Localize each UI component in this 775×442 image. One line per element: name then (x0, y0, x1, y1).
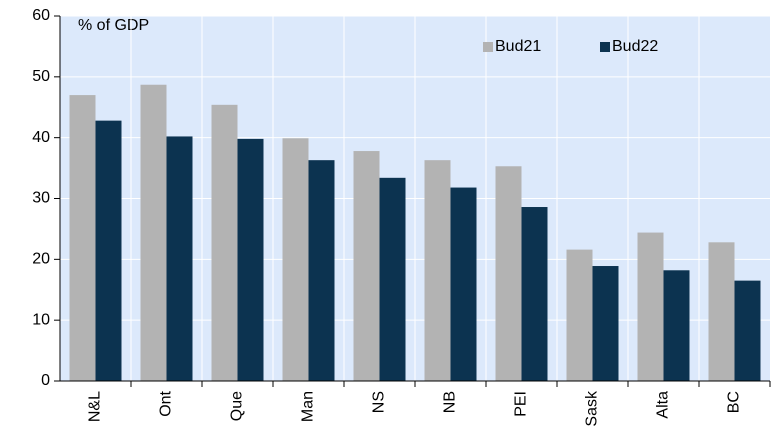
x-tick-label: Sask (584, 390, 601, 427)
bar (734, 280, 761, 381)
y-tick-label: 50 (32, 68, 50, 85)
bar (450, 187, 477, 381)
bar (424, 160, 451, 381)
y-tick-label: 60 (32, 7, 50, 24)
legend-label: Bud22 (612, 38, 658, 55)
bar (282, 138, 309, 381)
x-tick-label: PEI (513, 391, 530, 417)
bar (592, 266, 619, 381)
bar (708, 242, 735, 381)
x-tick-label: BC (726, 391, 743, 413)
y-tick-label: 10 (32, 311, 50, 328)
x-tick-label: NB (442, 391, 459, 413)
bar (637, 232, 664, 381)
y-tick-label: 40 (32, 129, 50, 146)
bar (379, 177, 406, 381)
y-axis-label: % of GDP (78, 17, 149, 34)
legend-swatch (600, 42, 610, 52)
bar (566, 249, 593, 381)
bar (69, 95, 96, 381)
bar (663, 270, 690, 381)
bar (211, 104, 238, 382)
bar (308, 160, 335, 381)
bar (495, 166, 522, 381)
x-tick-label: Man (300, 391, 317, 422)
y-tick-label: 30 (32, 190, 50, 207)
bar (521, 207, 548, 381)
legend-label: Bud21 (495, 38, 541, 55)
y-tick-label: 0 (41, 372, 50, 389)
x-tick-label: Alta (655, 391, 672, 419)
x-tick-label: Que (229, 391, 246, 421)
x-tick-label: Ont (158, 390, 175, 416)
legend-swatch (483, 42, 493, 52)
bar (95, 120, 122, 381)
x-tick-label: N&L (87, 391, 104, 422)
bar (140, 84, 167, 381)
x-tick-label: NS (371, 391, 388, 413)
y-tick-label: 20 (32, 251, 50, 268)
bar (237, 138, 264, 381)
bar (353, 151, 380, 381)
bar (166, 136, 193, 381)
